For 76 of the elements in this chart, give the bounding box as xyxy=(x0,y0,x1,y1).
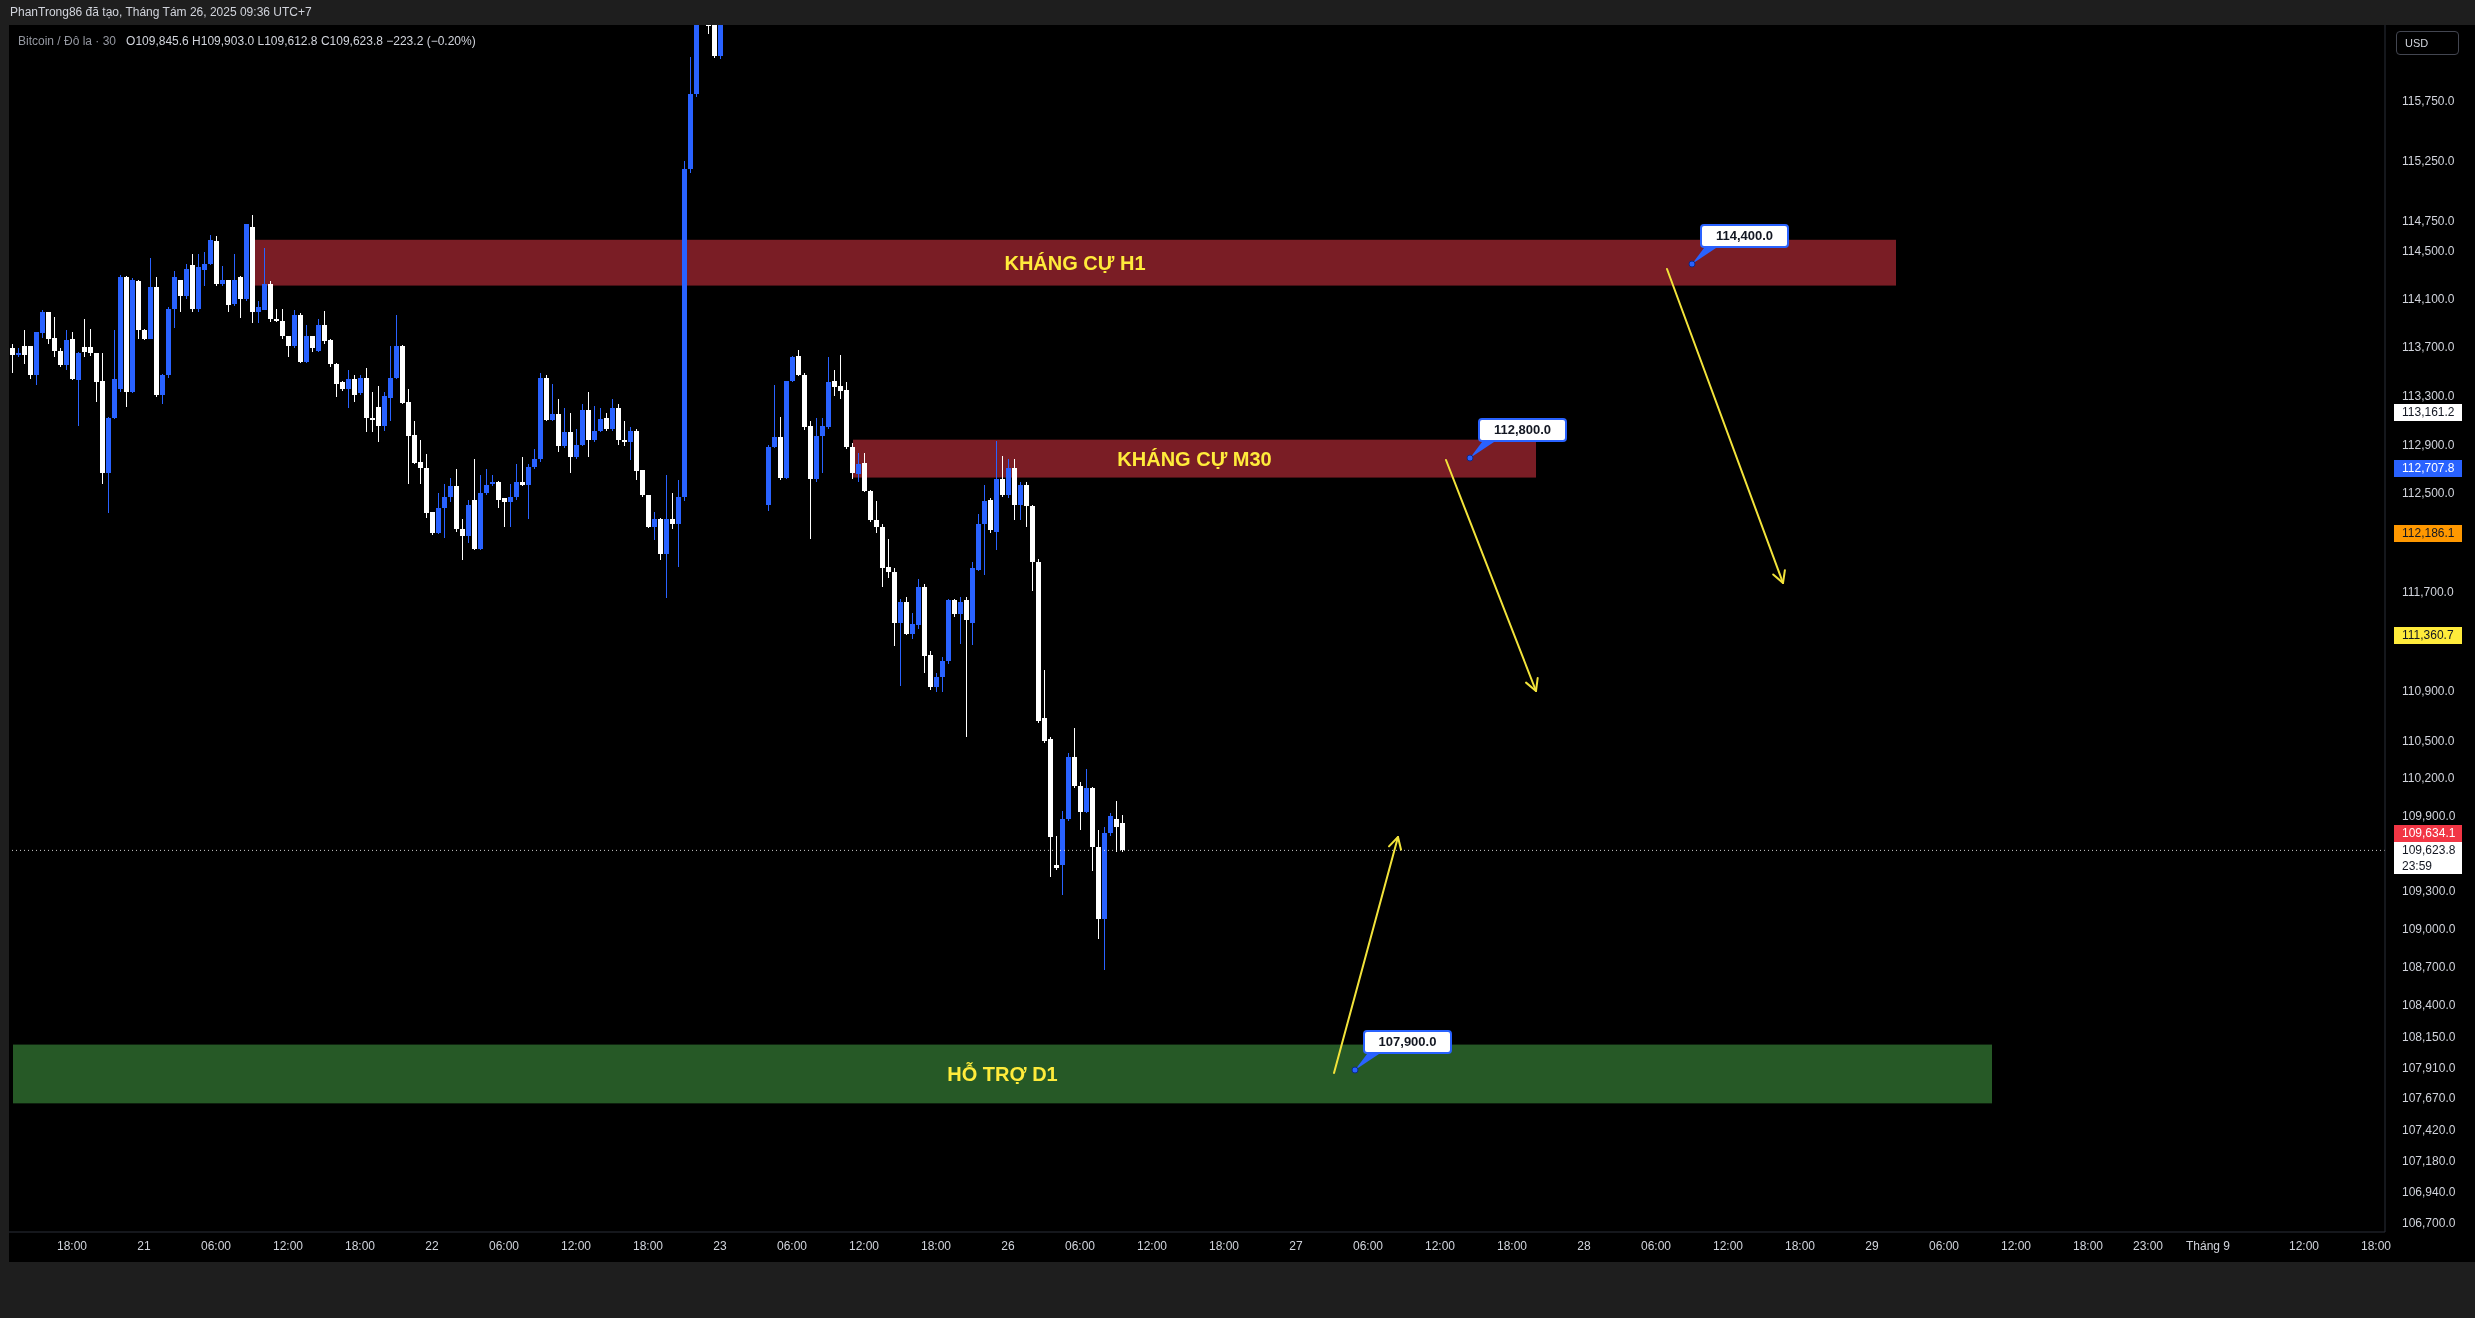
x-tick-label: 06:00 xyxy=(200,1239,232,1253)
text: Bitcoin / Đô la · 30 xyxy=(18,33,117,50)
x-tick-label: 12:00 xyxy=(272,1239,304,1253)
y-tick-label: 114,500.0 xyxy=(2402,243,2455,258)
text: 112,186.1 xyxy=(2394,525,2462,542)
x-tick-label: 29 xyxy=(1865,1239,1879,1253)
annotation: 114,400.0 xyxy=(1700,224,1789,248)
y-tick-label: 107,420.0 xyxy=(2402,1123,2456,1138)
x-tick-label: 12:00 xyxy=(1712,1239,1744,1253)
y-tick-label: 110,900.0 xyxy=(2402,683,2455,698)
x-tick-label: 18:00 xyxy=(1784,1239,1816,1253)
y-tick-label: 115,750.0 xyxy=(2402,93,2455,108)
x-tick-label: 18:00 xyxy=(2072,1239,2104,1253)
y-tick-label: 113,300.0 xyxy=(2402,388,2455,403)
annotation: 112,800.0 xyxy=(1478,418,1567,442)
x-tick-label: 12:00 xyxy=(1424,1239,1456,1253)
x-tick-label: 18:00 xyxy=(920,1239,952,1253)
y-tick-label: 108,150.0 xyxy=(2402,1029,2456,1044)
band-label: HỖ TRỢ D1 xyxy=(947,1061,1058,1085)
x-tick-label: 06:00 xyxy=(1928,1239,1960,1253)
y-tick-label: 114,750.0 xyxy=(2402,213,2455,228)
y-tick-label: 107,910.0 xyxy=(2402,1060,2456,1075)
x-tick-label: 23 xyxy=(713,1239,727,1253)
band-label: KHÁNG CỰ H1 xyxy=(1004,251,1146,274)
y-tick-label: 106,700.0 xyxy=(2402,1215,2456,1230)
y-tick-label: 107,180.0 xyxy=(2402,1154,2456,1169)
x-tick-label: 06:00 xyxy=(1352,1239,1384,1253)
x-tick-label: 18:00 xyxy=(56,1239,88,1253)
x-tick-label: 22 xyxy=(425,1239,439,1253)
y-tick-label: 106,940.0 xyxy=(2402,1184,2456,1199)
x-tick-label: 12:00 xyxy=(2288,1239,2320,1253)
y-tick-label: 109,300.0 xyxy=(2402,884,2456,899)
x-tick-label: 12:00 xyxy=(2000,1239,2032,1253)
x-tick-label: 18:00 xyxy=(1208,1239,1240,1253)
x-tick-label: 12:00 xyxy=(848,1239,880,1253)
y-tick-label: 109,900.0 xyxy=(2402,808,2456,823)
x-tick-label: 23:00 xyxy=(2132,1239,2164,1253)
y-tick-label: 111,700.0 xyxy=(2402,584,2454,599)
x-tick-label: 28 xyxy=(1577,1239,1591,1253)
y-tick-label: 114,100.0 xyxy=(2402,291,2455,306)
text: 113,161.2 xyxy=(2394,404,2462,421)
y-tick-label: 112,900.0 xyxy=(2402,437,2455,452)
currency-button: USD xyxy=(2396,31,2459,55)
x-tick-label: 12:00 xyxy=(1136,1239,1168,1253)
y-tick-label: 110,200.0 xyxy=(2402,771,2455,786)
x-tick-label: 06:00 xyxy=(776,1239,808,1253)
x-tick-label: 18:00 xyxy=(1496,1239,1528,1253)
x-tick-label: 26 xyxy=(1001,1239,1015,1253)
text: 23:59 xyxy=(2402,858,2434,873)
annotation: 107,900.0 xyxy=(1363,1030,1452,1054)
y-tick-label: 112,500.0 xyxy=(2402,486,2455,501)
x-tick-label: 27 xyxy=(1289,1239,1303,1253)
x-tick-label: 21 xyxy=(137,1239,151,1253)
y-tick-label: 108,400.0 xyxy=(2402,998,2456,1013)
y-tick-label: 108,700.0 xyxy=(2402,960,2456,975)
y-tick-label: 115,250.0 xyxy=(2402,153,2455,168)
x-tick-label: 18:00 xyxy=(632,1239,664,1253)
y-tick-label: 107,670.0 xyxy=(2402,1091,2456,1106)
y-tick-label: 113,700.0 xyxy=(2402,340,2455,355)
x-tick-label: 06:00 xyxy=(1064,1239,1096,1253)
x-tick-label: 06:00 xyxy=(1640,1239,1672,1253)
text: O109,845.6 H109,903.0 L109,612.8 C109,623.8 −223.2 (−0.20%) xyxy=(126,33,476,50)
y-tick-label: 109,000.0 xyxy=(2402,922,2456,937)
x-tick-label: 18:00 xyxy=(344,1239,376,1253)
x-tick-label: Tháng 9 xyxy=(2185,1239,2231,1253)
x-tick-label: 18:00 xyxy=(2360,1239,2392,1253)
text: 112,707.8 xyxy=(2394,460,2462,477)
x-tick-label: 12:00 xyxy=(560,1239,592,1253)
x-tick-label: 06:00 xyxy=(488,1239,520,1253)
text: PhanTrong86 đã tạo, Tháng Tám 26, 2025 09:36 UTC+7 xyxy=(10,4,312,21)
y-tick-label: 110,500.0 xyxy=(2402,733,2455,748)
candlestick xyxy=(520,456,525,487)
text: 109,634.1 xyxy=(2394,825,2462,842)
ref-line-label: 109,623.8 xyxy=(2402,841,2457,859)
text: 111,360.7 xyxy=(2394,627,2462,644)
band-label: KHÁNG CỰ M30 xyxy=(1117,447,1272,470)
